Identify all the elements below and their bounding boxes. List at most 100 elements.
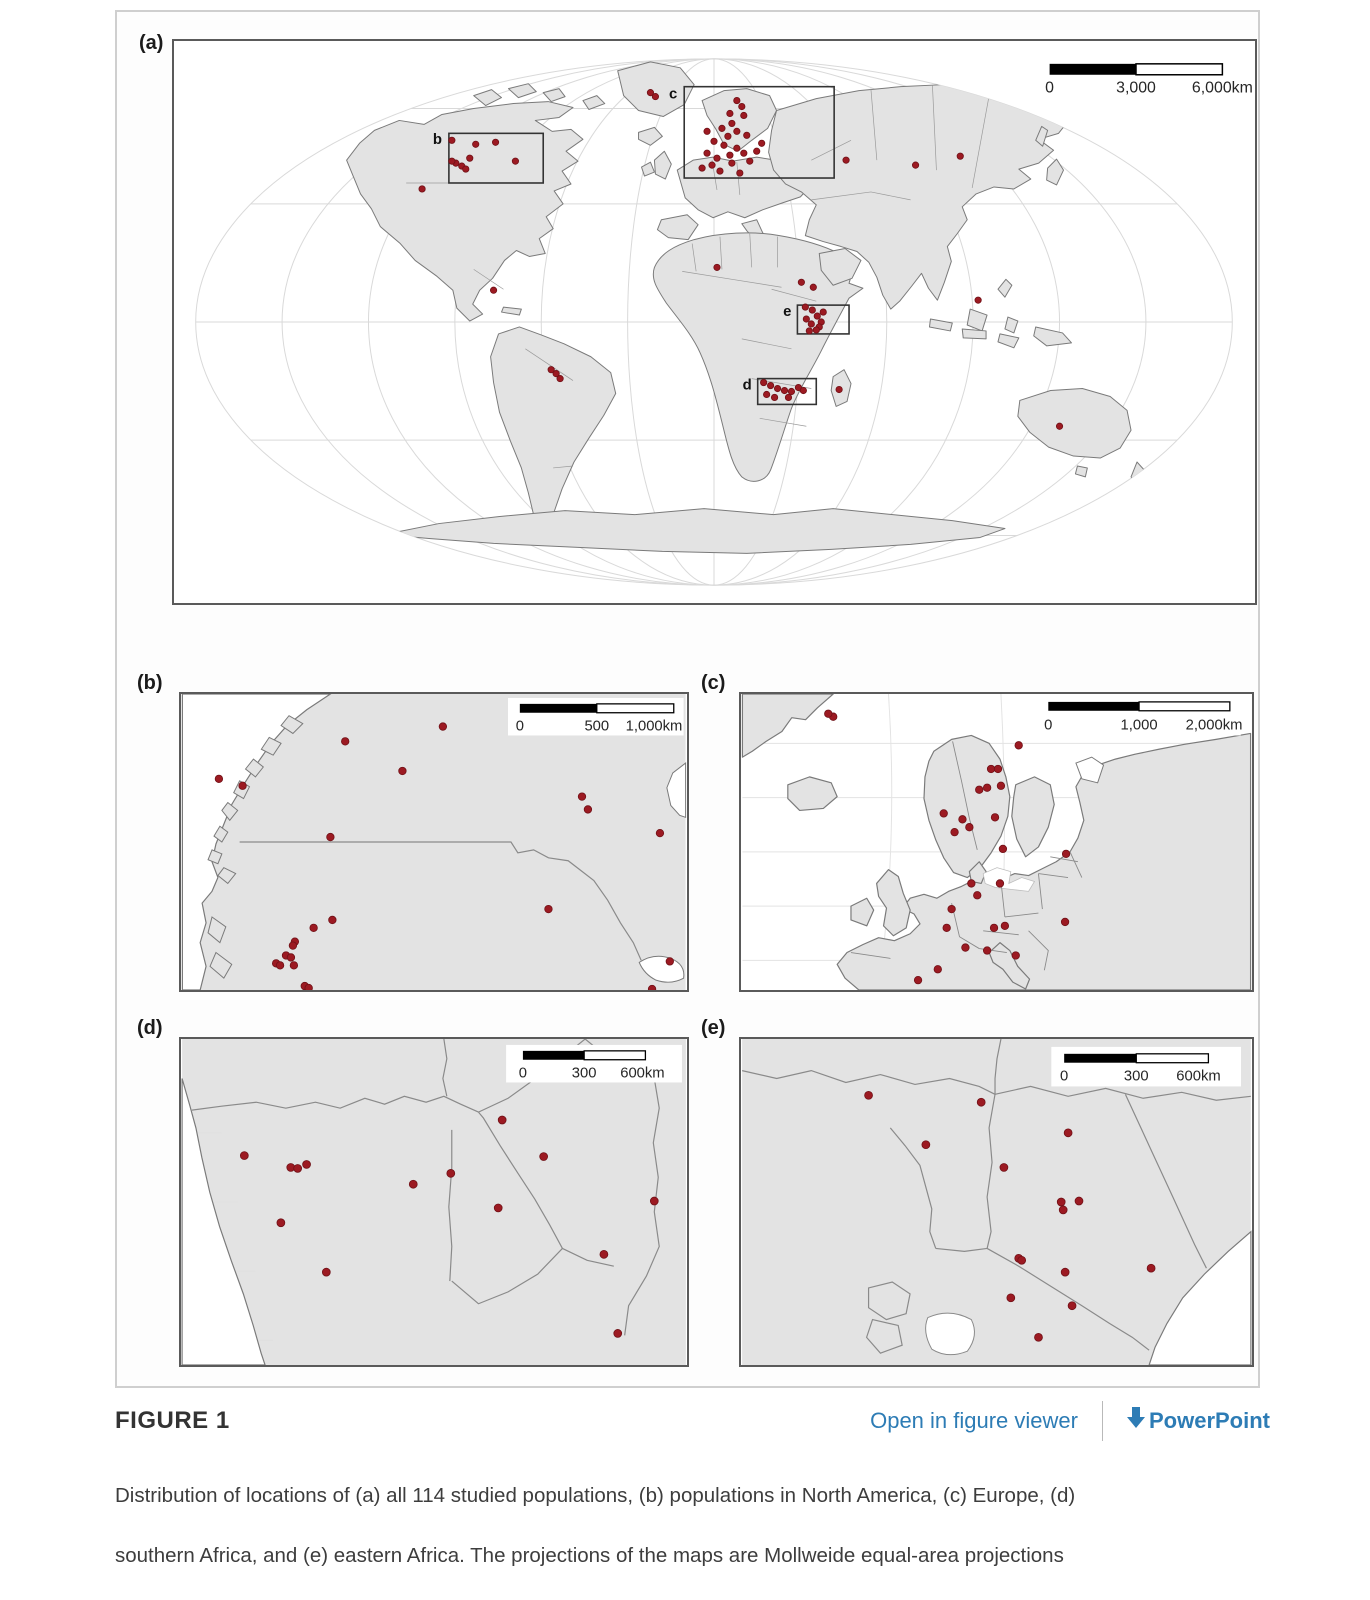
coastal-islands (207, 715, 304, 979)
scalebar-e-end: 600km (1176, 1068, 1220, 1084)
population-dot (239, 1151, 249, 1160)
scalebar-d-start: 0 (519, 1066, 527, 1082)
arctic-islands (473, 83, 606, 111)
population-dot (797, 278, 805, 286)
population-dot (214, 774, 224, 783)
sakhalin (1035, 125, 1049, 147)
lake-victoria (925, 1312, 975, 1356)
figure-links: Open in figure viewer PowerPoint (870, 1401, 1270, 1441)
population-dot (989, 923, 999, 932)
world-map-mollweide: 0 3,000 6,000km b c e d (175, 41, 1254, 603)
population-dot (1074, 1196, 1084, 1206)
population-dot (1058, 1205, 1068, 1215)
population-dot (726, 151, 734, 159)
panel-a-label: (a) (139, 32, 164, 54)
scalebar-a-start: 0 (1045, 80, 1054, 97)
population-dot (738, 102, 746, 111)
population-dot (1060, 917, 1070, 927)
scalebar-b: 0 500 1,000km (508, 697, 684, 736)
population-dot (276, 1218, 286, 1228)
open-figure-viewer-link[interactable]: Open in figure viewer (870, 1408, 1078, 1433)
panel-d-label: (d) (137, 1017, 163, 1039)
population-dot (998, 844, 1008, 854)
continents (346, 61, 1147, 554)
population-dot (753, 147, 761, 155)
southern-africa-map: 0 300 600km (181, 1039, 686, 1365)
population-dot (649, 1196, 659, 1206)
download-powerpoint-link[interactable]: PowerPoint (1126, 1407, 1270, 1435)
population-dot (805, 327, 813, 335)
scalebar-d-mid: 300 (572, 1066, 597, 1082)
population-dot (961, 943, 970, 952)
arabia (818, 248, 862, 286)
scalebar-d: 0 300 600km (506, 1044, 682, 1083)
population-dot (726, 109, 734, 118)
population-dot (720, 141, 728, 149)
scalebar-d-end: 600km (620, 1066, 664, 1082)
population-dot (950, 827, 959, 837)
scalebar-a-end: 6,000km (1192, 80, 1253, 97)
population-dot (1061, 849, 1071, 858)
james-bay (666, 762, 687, 819)
population-dot (975, 785, 984, 794)
population-dot (309, 923, 318, 932)
population-dot (708, 161, 716, 169)
population-dot (448, 157, 456, 165)
population-dot (965, 823, 974, 832)
population-dot (547, 366, 555, 374)
population-dot (703, 149, 711, 157)
country-borders-c (850, 741, 1083, 971)
population-dot (408, 1179, 418, 1189)
australia (1017, 388, 1132, 459)
new-guinea (1033, 326, 1072, 347)
population-dot (647, 984, 657, 990)
panel-b-label: (b) (137, 672, 163, 694)
population-dot (1000, 921, 1010, 931)
population-dot (1067, 1301, 1077, 1311)
population-dot (718, 124, 726, 132)
population-dot (716, 167, 724, 175)
population-dot (746, 157, 754, 165)
population-dot (824, 709, 833, 718)
population-dot (328, 915, 337, 925)
region-box-c (683, 85, 835, 179)
region-box-label-b: b (433, 132, 442, 148)
population-dot (802, 315, 810, 323)
figure-image-frame: (a) (115, 10, 1260, 1388)
population-dot (655, 828, 665, 838)
population-dot (993, 764, 1003, 774)
scalebar-e-start: 0 (1060, 1068, 1068, 1084)
link-divider (1101, 1401, 1103, 1441)
population-dot (713, 154, 721, 162)
population-dot (326, 832, 335, 842)
figure-caption-row: FIGURE 1 Open in figure viewer PowerPoin… (115, 1398, 1270, 1444)
population-dot (760, 378, 768, 387)
population-dot (773, 384, 782, 393)
population-dot (942, 923, 951, 932)
population-dot (511, 157, 519, 165)
population-dot (646, 89, 655, 97)
population-dot (799, 386, 807, 395)
atlantic-ocean (181, 1078, 266, 1365)
ireland (641, 161, 655, 177)
population-dot (758, 139, 766, 147)
population-dot (913, 975, 923, 985)
population-dot (552, 370, 560, 378)
population-dot (713, 263, 721, 271)
population-dot (293, 1164, 303, 1173)
eastern-africa-map: 0 300 600km (741, 1039, 1252, 1365)
population-dot (448, 136, 456, 144)
cuba (501, 306, 522, 316)
population-dot (1060, 1267, 1070, 1277)
indonesia-islands (928, 318, 1020, 349)
population-dot (740, 111, 748, 120)
population-dot (733, 144, 741, 152)
download-icon (1126, 1407, 1145, 1435)
ireland (850, 897, 875, 927)
region-box-e (796, 304, 850, 335)
population-dot (842, 156, 850, 164)
population-dot (710, 137, 718, 145)
population-dot (733, 97, 741, 105)
scalebar-c-start: 0 (1044, 718, 1052, 734)
population-dot (238, 781, 247, 790)
